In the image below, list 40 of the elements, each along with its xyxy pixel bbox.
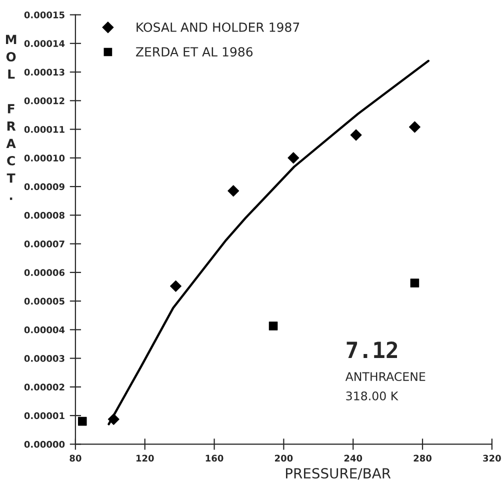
x-axis-title: PRESSURE/BAR	[286, 468, 391, 480]
y-tick-label: 0.00007	[24, 240, 64, 248]
x-tick-label: 280	[414, 454, 432, 462]
x-tick-label: 320	[483, 454, 501, 462]
y-tick-label: 0.00002	[24, 384, 64, 390]
y-tick-label: 0.00001	[24, 412, 64, 420]
y-tick-label: 0.00014	[24, 40, 65, 47]
x-tick-label: 120	[136, 454, 154, 462]
point	[410, 278, 420, 288]
annotation: 7.12	[346, 342, 398, 358]
legend-label: KOSAL AND HOLDER 1987	[136, 22, 300, 32]
annotation: ANTHRACENE	[345, 372, 426, 382]
y-tick-label: 0.00010	[24, 154, 65, 162]
x-tick-label: 80	[70, 454, 82, 462]
y-tick-label: 0.00013	[24, 68, 64, 76]
x-tick-label: 200	[274, 454, 293, 462]
annotation: 318.00 K	[346, 391, 398, 400]
text: MOL FRACT.	[6, 34, 16, 200]
y-tick-label: 0.00015	[24, 12, 64, 18]
x-tick-label: 160	[206, 454, 224, 462]
y-tick-label: 0.00011	[24, 126, 64, 133]
point	[268, 322, 278, 330]
point	[78, 416, 87, 426]
point	[288, 152, 300, 164]
point	[408, 121, 420, 133]
y-tick-label: 0.00008	[24, 212, 64, 219]
point	[350, 129, 362, 141]
y-tick-label: 0.00009	[24, 183, 64, 190]
point	[228, 185, 240, 197]
point	[108, 414, 120, 426]
x-tick-label: 240	[344, 454, 362, 462]
point	[170, 280, 182, 292]
y-tick-label: 0.00004	[24, 326, 65, 334]
y-tick-label: 0.00006	[24, 269, 65, 276]
y-tick-label: 0.00000	[24, 440, 65, 448]
line-series	[108, 60, 430, 426]
y-tick-label: 0.00012	[24, 97, 64, 104]
y-tick-label: 0.00005	[24, 298, 64, 305]
legend-label: ZERDA ET AL 1986	[136, 47, 253, 57]
y-tick-label: 0.00003	[24, 355, 64, 362]
